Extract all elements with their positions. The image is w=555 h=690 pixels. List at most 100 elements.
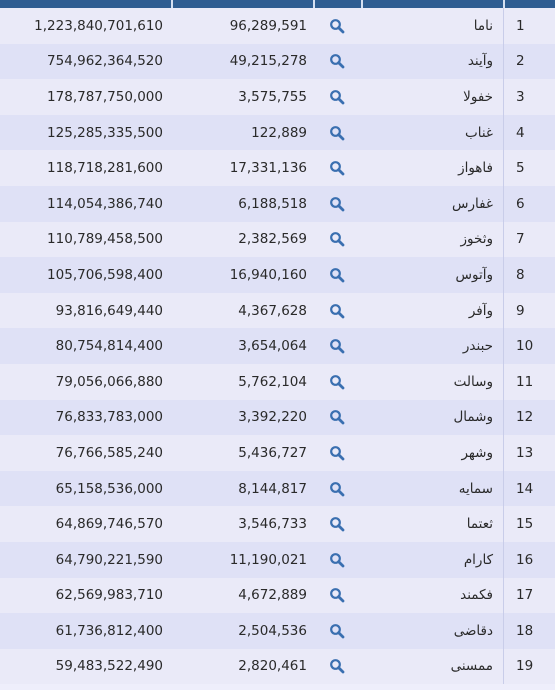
- header-search: [315, 0, 361, 8]
- row-search-button[interactable]: [313, 303, 361, 319]
- search-icon: [330, 659, 345, 674]
- row-value: 65,158,536,000: [55, 480, 163, 497]
- table-row[interactable]: 76,766,585,240 5,436,727 وشهر 13: [0, 435, 555, 471]
- table-row[interactable]: 114,054,386,740 6,188,518 غفارس 6: [0, 185, 555, 222]
- row-search-button[interactable]: [313, 374, 361, 390]
- table-row[interactable]: 59,483,522,490 2,820,461 ممسنی 19: [0, 648, 555, 685]
- table-row[interactable]: 64,869,746,570 3,546,733 ثعتما 15: [0, 506, 555, 542]
- row-value: 1,223,840,701,610: [34, 17, 163, 34]
- search-icon: [330, 196, 345, 212]
- table-row[interactable]: 110,789,458,500 2,382,569 وثخوز 7: [0, 221, 555, 258]
- row-search-button[interactable]: [313, 481, 361, 497]
- row-search-button[interactable]: [313, 623, 361, 639]
- table-row[interactable]: 1,223,840,701,610 96,289,591 ناما 1: [0, 8, 555, 44]
- table-row[interactable]: 754,962,364,520 49,215,278 وآیند 2: [0, 43, 555, 80]
- row-symbol[interactable]: وسالت: [453, 373, 493, 390]
- row-symbol[interactable]: ناما: [473, 17, 493, 34]
- row-symbol[interactable]: دقاضی: [453, 622, 493, 639]
- row-rank: 5: [503, 150, 555, 186]
- row-symbol[interactable]: فکمند: [460, 587, 493, 604]
- table-row[interactable]: 79,056,066,880 5,762,104 وسالت 11: [0, 363, 555, 400]
- row-search-button[interactable]: [313, 445, 361, 461]
- table-row[interactable]: 178,787,750,000 3,575,755 خفولا 3: [0, 79, 555, 115]
- table-row[interactable]: 80,754,814,400 3,654,064 حبندر 10: [0, 328, 555, 364]
- row-rank: 1: [503, 8, 555, 44]
- row-search-button[interactable]: [313, 267, 361, 283]
- row-symbol[interactable]: ثعتما: [466, 516, 493, 533]
- header-count[interactable]: [173, 0, 313, 8]
- search-icon: [330, 552, 345, 568]
- row-rank: 6: [503, 185, 555, 222]
- row-value: 79,056,066,880: [55, 373, 163, 390]
- row-rank: 10: [503, 328, 555, 364]
- row-search-button[interactable]: [313, 587, 361, 603]
- row-search-button[interactable]: [313, 18, 361, 34]
- table-row[interactable]: 125,285,335,500 122,889 غناب 4: [0, 114, 555, 151]
- row-count: 2,504,536: [238, 622, 307, 639]
- table-row[interactable]: 65,158,536,000 8,144,817 سمایه 14: [0, 470, 555, 507]
- row-search-button[interactable]: [313, 409, 361, 425]
- search-icon: [330, 446, 345, 461]
- row-rank: 17: [503, 577, 555, 614]
- row-rank: 8: [503, 257, 555, 293]
- row-symbol[interactable]: خفولا: [463, 88, 493, 105]
- row-rank: 14: [503, 470, 555, 507]
- row-symbol[interactable]: کارام: [463, 551, 493, 568]
- row-count: 3,546,733: [238, 516, 307, 533]
- row-symbol[interactable]: وشمال: [453, 409, 493, 426]
- row-value: 754,962,364,520: [47, 53, 163, 70]
- table-row[interactable]: 105,706,598,400 16,940,160 وآتوس 8: [0, 257, 555, 293]
- row-symbol[interactable]: وآفر: [468, 302, 493, 319]
- row-value: 125,285,335,500: [47, 124, 163, 141]
- table-row[interactable]: 76,833,783,000 3,392,220 وشمال 12: [0, 399, 555, 436]
- row-symbol[interactable]: فاهواز: [458, 160, 493, 177]
- row-value: 110,789,458,500: [47, 231, 163, 248]
- row-value: 105,706,598,400: [47, 266, 163, 283]
- search-icon: [330, 18, 345, 34]
- row-value: 59,483,522,490: [55, 658, 163, 675]
- row-symbol[interactable]: ممسنی: [450, 658, 493, 675]
- row-symbol[interactable]: وثخوز: [460, 231, 493, 248]
- row-count: 4,672,889: [238, 587, 307, 604]
- row-search-button[interactable]: [313, 89, 361, 105]
- row-value: 93,816,649,440: [55, 302, 163, 319]
- row-value: 178,787,750,000: [47, 88, 163, 105]
- row-search-button[interactable]: [313, 658, 361, 674]
- row-rank: 9: [503, 292, 555, 329]
- table-row[interactable]: 118,718,281,600 17,331,136 فاهواز 5: [0, 150, 555, 186]
- table-row[interactable]: 62,569,983,710 4,672,889 فکمند 17: [0, 577, 555, 614]
- row-search-button[interactable]: [313, 338, 361, 354]
- row-count: 11,190,021: [229, 551, 307, 568]
- row-symbol[interactable]: سمایه: [458, 480, 493, 497]
- row-symbol[interactable]: وآیند: [467, 53, 493, 70]
- row-value: 76,833,783,000: [55, 409, 163, 426]
- row-search-button[interactable]: [313, 552, 361, 568]
- row-symbol[interactable]: غناب: [465, 124, 493, 141]
- row-search-button[interactable]: [313, 53, 361, 69]
- row-symbol[interactable]: حبندر: [462, 338, 493, 355]
- search-icon: [330, 588, 345, 603]
- row-value: 114,054,386,740: [47, 195, 163, 212]
- row-symbol[interactable]: وشهر: [461, 444, 493, 461]
- row-search-button[interactable]: [313, 516, 361, 532]
- table-row[interactable]: 64,790,221,590 11,190,021 کارام 16: [0, 541, 555, 578]
- table-row[interactable]: 61,736,812,400 2,504,536 دقاضی 18: [0, 613, 555, 649]
- header-rank[interactable]: [505, 0, 555, 8]
- search-icon: [330, 339, 345, 354]
- row-symbol[interactable]: غفارس: [451, 195, 493, 212]
- row-count: 5,762,104: [238, 373, 307, 390]
- header-value[interactable]: [0, 0, 171, 8]
- search-icon: [330, 374, 345, 390]
- search-icon: [330, 125, 345, 140]
- row-symbol[interactable]: وآتوس: [455, 266, 493, 283]
- row-rank: 4: [503, 114, 555, 151]
- search-icon: [330, 161, 345, 176]
- table-row[interactable]: 93,816,649,440 4,367,628 وآفر 9: [0, 292, 555, 329]
- row-search-button[interactable]: [313, 196, 361, 212]
- row-search-button[interactable]: [313, 125, 361, 141]
- row-search-button[interactable]: [313, 160, 361, 176]
- header-name[interactable]: [363, 0, 503, 8]
- table-body: 1,223,840,701,610 96,289,591 ناما 1 754,…: [0, 8, 555, 685]
- row-search-button[interactable]: [313, 231, 361, 247]
